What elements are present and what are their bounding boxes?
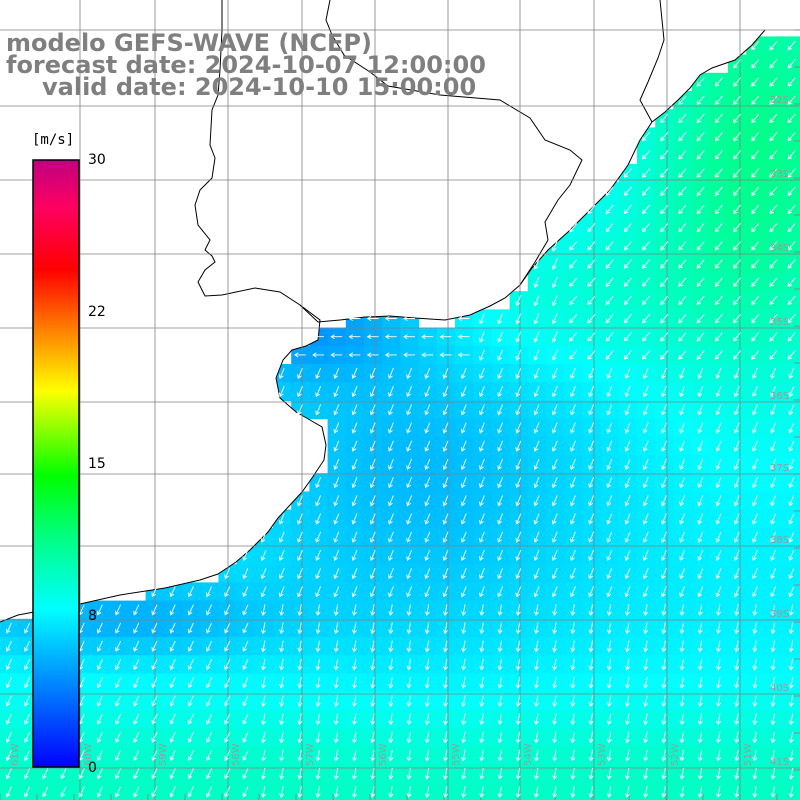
lon-label: 52W — [670, 743, 681, 766]
lat-label: 37S — [770, 463, 790, 474]
forecast-date: forecast date: 2024-10-07 12:00:00 — [6, 51, 486, 79]
valid-date: valid date: 2024-10-10 15:00:00 — [42, 73, 477, 101]
lat-label: 41S — [770, 757, 790, 768]
lat-label: 36S — [770, 391, 790, 402]
land-mass — [0, 0, 766, 623]
lon-label: 58W — [231, 743, 242, 766]
lat-label: 38S — [770, 535, 790, 546]
lon-label: 57W — [305, 743, 316, 766]
lon-label: 56W — [378, 743, 389, 766]
model-title: modelo GEFS-WAVE (NCEP) — [6, 29, 372, 57]
lon-label: 59W — [158, 743, 169, 766]
lat-label: 32S — [770, 95, 790, 106]
lon-label: 55W — [451, 743, 462, 766]
lon-label: 54W — [523, 743, 534, 766]
colorbar-tick-15: 15 — [88, 456, 106, 472]
lon-label: 51W — [743, 743, 754, 766]
colorbar-tick-30: 30 — [88, 152, 106, 168]
colorbar — [32, 159, 80, 768]
lat-label: 33S — [770, 169, 790, 180]
colorbar-tick-22: 22 — [88, 304, 106, 320]
lon-label: 61W — [10, 743, 21, 766]
lat-label: 35S — [770, 317, 790, 328]
colorbar-tick-8: 8 — [88, 608, 97, 624]
lat-label: 34S — [770, 243, 790, 254]
lon-label: 53W — [597, 743, 608, 766]
colorbar-unit: [m/s] — [32, 132, 75, 148]
lat-label: 39S — [770, 609, 790, 620]
colorbar-tick-0: 0 — [88, 760, 97, 776]
lat-label: 40S — [770, 683, 790, 694]
